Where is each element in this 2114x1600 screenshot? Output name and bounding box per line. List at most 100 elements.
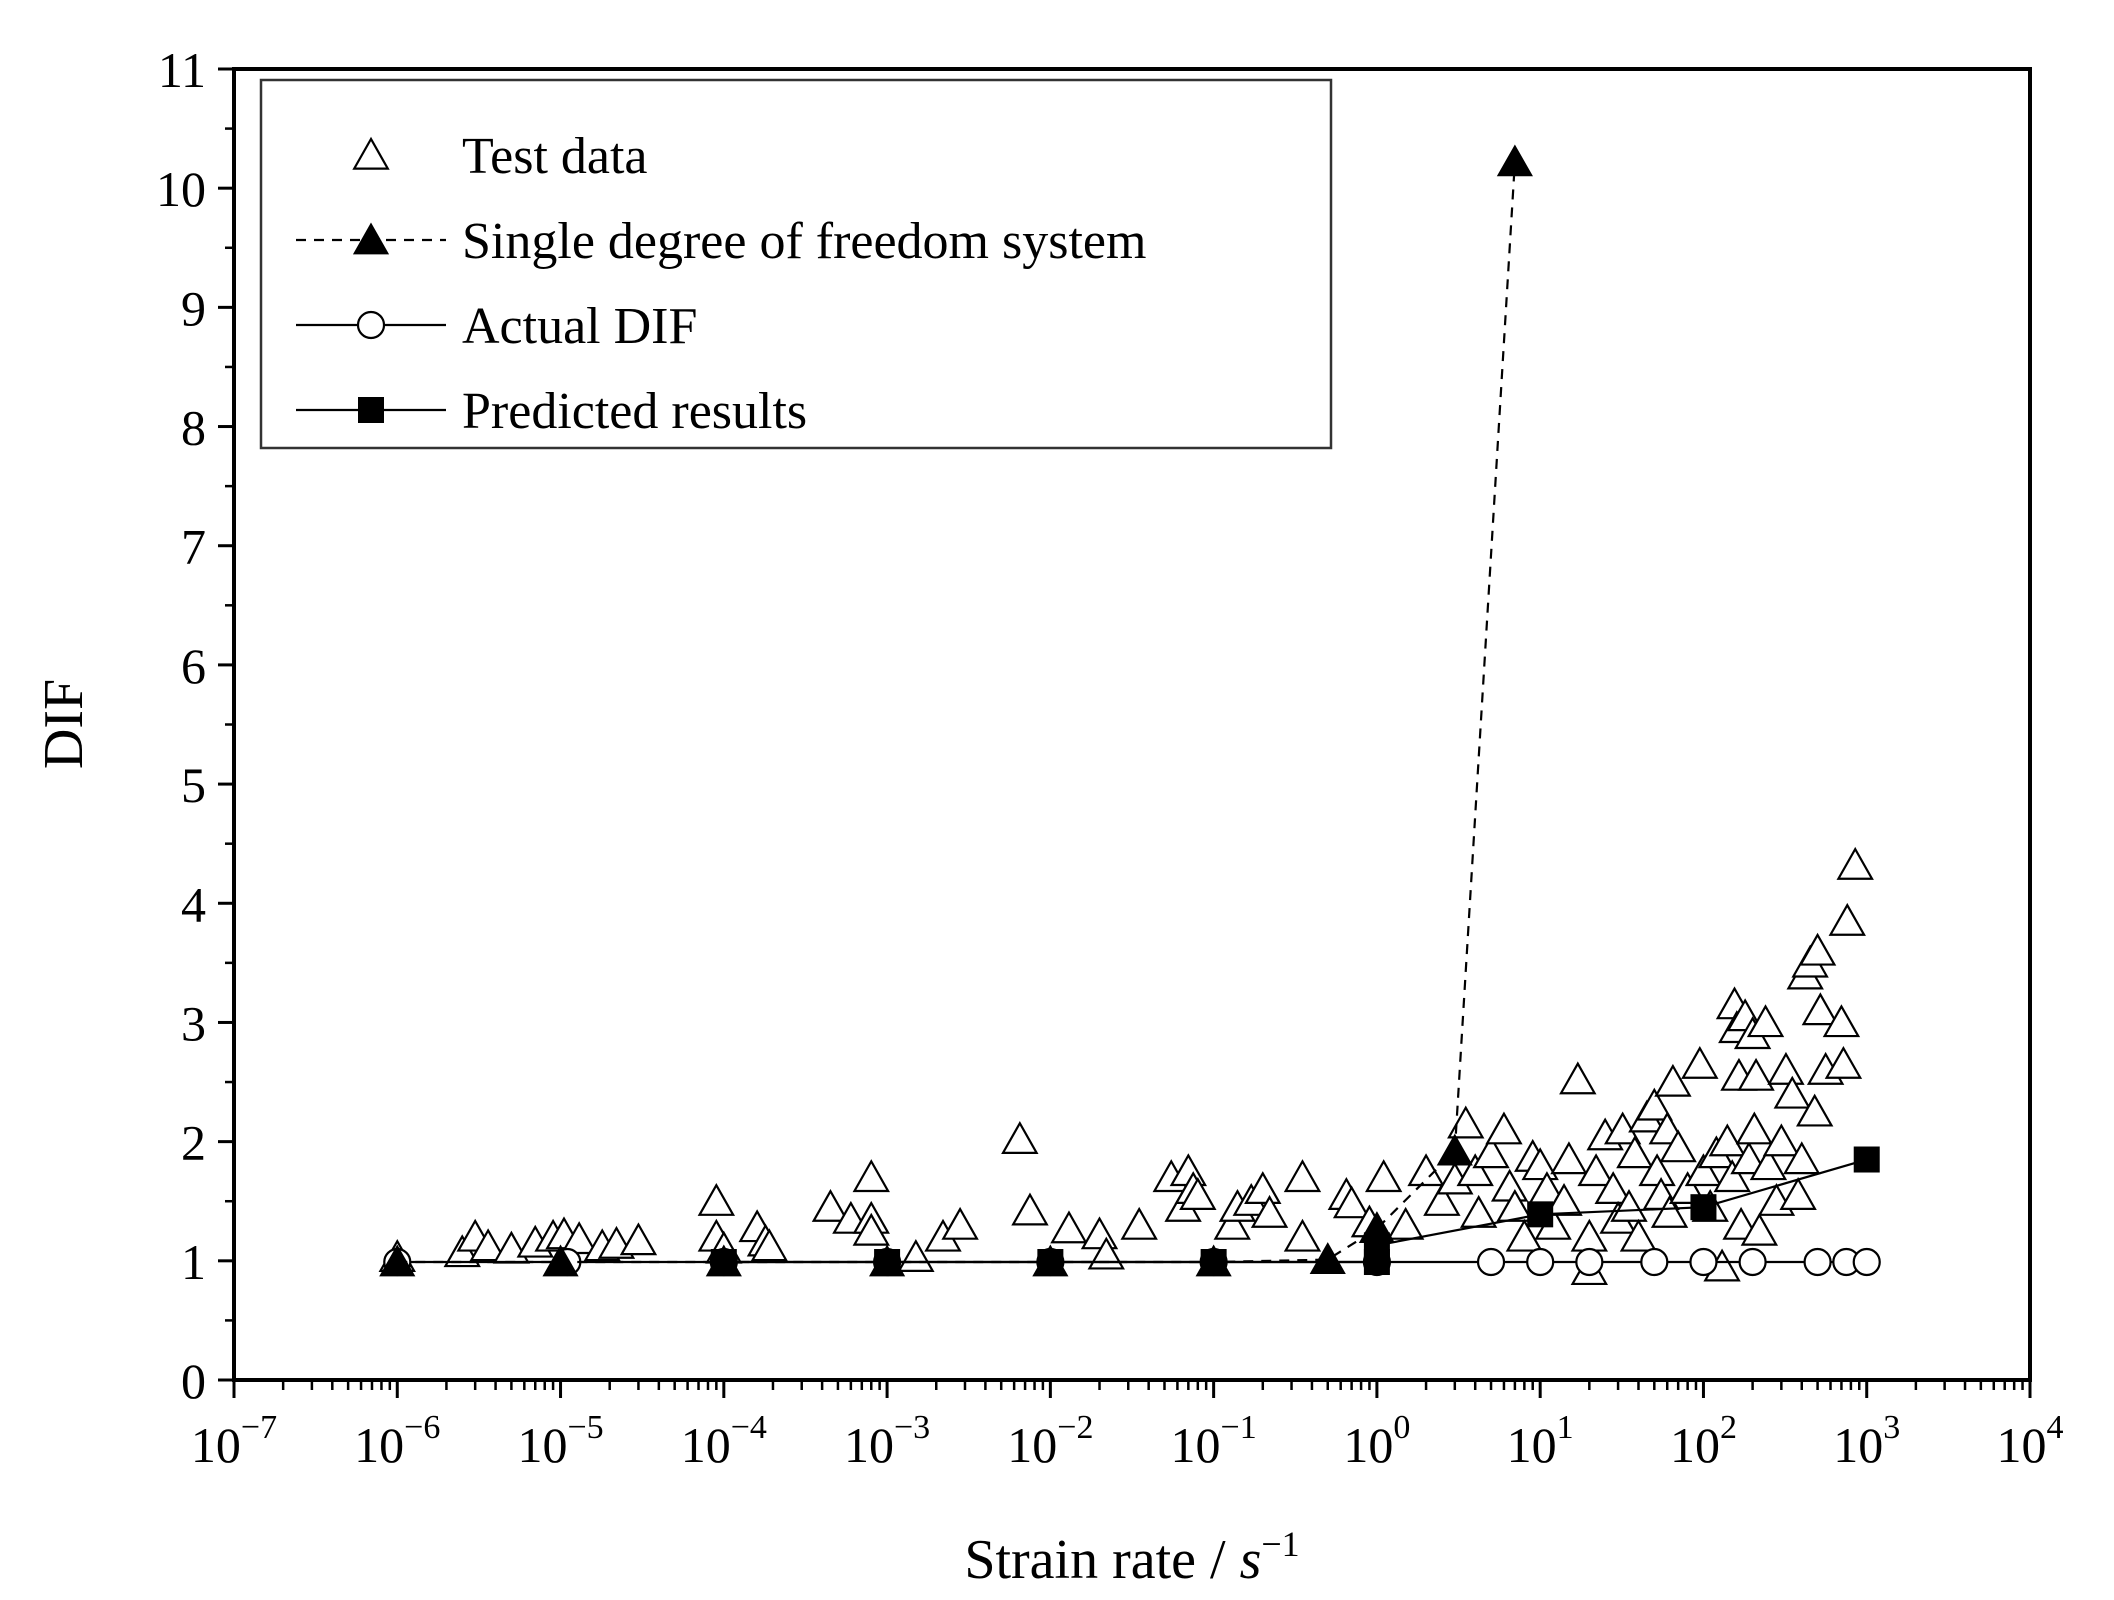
data-point	[1708, 1123, 1747, 1157]
data-point	[1779, 1177, 1817, 1210]
data-point	[1309, 1242, 1346, 1274]
data-point	[1521, 1147, 1559, 1181]
data-point	[1594, 1171, 1632, 1205]
x-tick-base: 10	[1670, 1417, 1720, 1473]
data-point	[1654, 1063, 1692, 1097]
data-point	[1472, 1135, 1510, 1169]
x-tick-exponent: 4	[2047, 1409, 2064, 1446]
data-point	[1179, 1177, 1217, 1210]
data-point	[542, 1244, 579, 1277]
y-tick-label: 4	[181, 876, 206, 932]
x-tick-base: 10	[1007, 1417, 1057, 1473]
x-tick-base: 10	[844, 1417, 894, 1473]
x-tick-label: 103	[1833, 1409, 1900, 1473]
data-point	[750, 1228, 789, 1262]
data-point	[1619, 1218, 1658, 1252]
x-tick-base: 10	[1833, 1417, 1883, 1473]
legend-label: Single degree of freedom system	[462, 213, 1146, 270]
data-point	[852, 1159, 890, 1193]
data-point	[1684, 1153, 1723, 1187]
x-tick-exponent: 3	[1883, 1409, 1900, 1446]
x-tick-exponent: −2	[1057, 1409, 1093, 1446]
x-tick-label: 10−4	[681, 1409, 767, 1473]
data-point	[1032, 1244, 1069, 1277]
data-point	[1640, 1247, 1669, 1277]
data-point	[1803, 1247, 1832, 1277]
data-point	[1659, 1129, 1697, 1163]
data-point	[1364, 1159, 1403, 1193]
data-point	[1749, 1147, 1788, 1181]
data-point	[1011, 1192, 1049, 1226]
y-tick-label: 3	[181, 995, 206, 1051]
x-tick-label: 10−5	[517, 1409, 603, 1473]
data-point	[897, 1239, 935, 1272]
data-point	[1358, 1211, 1395, 1243]
x-tick-base: 10	[1171, 1417, 1221, 1473]
data-point	[1050, 1210, 1088, 1244]
x-tick-label: 100	[1343, 1409, 1410, 1473]
y-tick-label: 6	[181, 638, 206, 694]
data-point	[1476, 1247, 1506, 1277]
data-point	[1681, 1045, 1719, 1079]
x-tick-exponent: 1	[1557, 1409, 1574, 1446]
data-point	[1213, 1206, 1251, 1240]
data-point	[1332, 1185, 1371, 1219]
data-point	[1456, 1153, 1494, 1187]
data-point	[1767, 1051, 1805, 1085]
x-tick-label: 104	[1997, 1409, 2064, 1473]
x-tick-label: 10−6	[354, 1409, 440, 1473]
data-point	[1836, 846, 1874, 880]
x-tick-exponent: −6	[404, 1409, 440, 1446]
legend-marker	[352, 136, 390, 170]
y-tick-label: 9	[181, 280, 206, 336]
data-point	[941, 1206, 979, 1240]
legend-label: Predicted results	[462, 383, 807, 440]
x-tick-label: 10−1	[1171, 1409, 1257, 1473]
data-point	[1801, 992, 1840, 1026]
data-point	[1545, 1182, 1583, 1216]
data-point	[1824, 1045, 1863, 1079]
x-tick-label: 10−2	[1007, 1409, 1093, 1473]
legend-label: Test data	[462, 128, 648, 185]
x-tick-exponent: 2	[1720, 1409, 1737, 1446]
data-point	[1690, 1194, 1717, 1221]
data-point	[1762, 1123, 1801, 1157]
data-point	[1689, 1247, 1718, 1277]
data-point	[1795, 1093, 1834, 1127]
data-point	[1447, 1105, 1485, 1139]
data-point	[1001, 1121, 1039, 1154]
data-point	[1577, 1153, 1615, 1187]
data-point	[1436, 1133, 1473, 1166]
data-point	[1496, 1188, 1534, 1222]
legend: Test data Single degree of freedom system…	[259, 78, 1333, 450]
data-point	[705, 1244, 742, 1277]
data-series	[378, 144, 1881, 1286]
data-point	[1550, 1141, 1588, 1175]
data-point	[869, 1244, 906, 1277]
data-point	[1283, 1159, 1322, 1193]
y-tick-label: 10	[156, 161, 206, 217]
y-tick-label: 7	[181, 519, 206, 575]
data-point	[1485, 1111, 1523, 1145]
x-tick-exponent: −4	[731, 1409, 767, 1446]
y-tick-label: 1	[181, 1234, 206, 1290]
x-tick-base: 10	[1507, 1417, 1557, 1473]
data-point	[619, 1222, 658, 1256]
x-axis-unit: s	[1240, 1529, 1262, 1591]
data-point	[1559, 1061, 1597, 1095]
x-axis-title: Strain rate / s−1	[964, 1524, 1299, 1591]
x-tick-exponent: −3	[894, 1409, 930, 1446]
data-point	[1526, 1247, 1555, 1277]
y-tick-label: 2	[181, 1115, 206, 1171]
data-point	[811, 1188, 850, 1222]
data-point	[1730, 1141, 1768, 1175]
x-tick-exponent: 0	[1393, 1409, 1410, 1446]
data-point	[1575, 1247, 1604, 1277]
data-point	[1423, 1182, 1461, 1216]
data-point	[1283, 1218, 1322, 1252]
series-1	[379, 144, 1533, 1277]
x-tick-base: 10	[354, 1417, 404, 1473]
data-point	[1853, 1146, 1880, 1173]
x-tick-base: 10	[681, 1417, 731, 1473]
y-tick-label: 0	[181, 1353, 206, 1409]
